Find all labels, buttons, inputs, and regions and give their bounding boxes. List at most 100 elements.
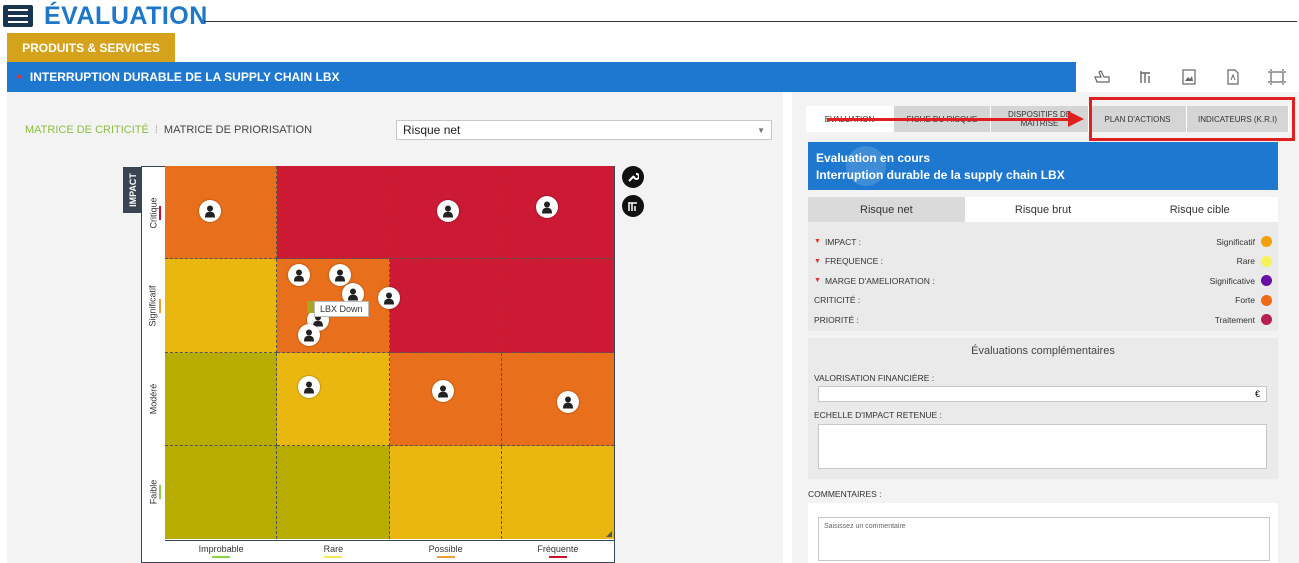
collapse-caret-icon[interactable]: ▼ [15, 72, 24, 82]
columns-icon[interactable] [1135, 66, 1157, 88]
echelle-impact-label: ECHELLE D'IMPACT RETENUE : [814, 410, 942, 420]
matrix-cell[interactable] [277, 352, 390, 446]
matrix-cell[interactable] [165, 259, 278, 353]
tooltip-marker [307, 301, 315, 313]
tab-matrice-criticite[interactable]: MATRICE DE CRITICITÉ [25, 124, 149, 136]
evaluation-status: Evaluation en cours [816, 151, 931, 165]
matrix-cell[interactable] [389, 259, 502, 353]
matrix-cell[interactable] [277, 166, 390, 260]
property-row-marge[interactable]: ▼ MARGE D'AMELIORATION : Significative [814, 271, 1272, 291]
matrix-tabs: MATRICE DE CRITICITÉ ⁞ MATRICE DE PRIORI… [25, 124, 312, 136]
y-level-color-mark [159, 484, 161, 499]
chevron-down-icon: ▼ [757, 125, 765, 135]
resize-icon[interactable] [1266, 66, 1288, 88]
resize-grip-icon[interactable] [606, 531, 612, 537]
subtab-risque-brut[interactable]: Risque brut [964, 197, 1122, 222]
y-label-significatif: Significatif [141, 259, 165, 352]
x-axis-labels: Improbable Rare Possible Fréquente [165, 540, 614, 562]
annotation-arrow-head [1068, 111, 1084, 127]
required-caret-icon: ▼ [814, 257, 821, 265]
hamburger-menu-button[interactable] [3, 5, 33, 27]
currency-symbol: € [1254, 389, 1260, 399]
menu-bar [8, 21, 28, 23]
section-title: INTERRUPTION DURABLE DE LA SUPPLY CHAIN … [29, 70, 340, 84]
comments-label: COMMENTAIRES : [808, 489, 882, 499]
y-axis-labels: Critique Significatif Modéré Faible [141, 166, 165, 539]
risk-user-icon[interactable] [298, 376, 320, 398]
tab-separator: ⁞ [154, 124, 158, 136]
header-watermark-circle [846, 146, 886, 186]
matrix-cell[interactable] [165, 352, 278, 446]
menu-bar [8, 9, 28, 11]
matrix-cell[interactable] [501, 445, 614, 539]
subtab-risque-net[interactable]: Risque net [808, 197, 965, 222]
matrix-cell[interactable] [389, 445, 502, 539]
risk-user-icon[interactable] [288, 264, 310, 286]
subtab-risque-cible[interactable]: Risque cible [1121, 197, 1279, 222]
tab-produits-services[interactable]: PRODUITS & SERVICES [7, 33, 175, 62]
risk-user-icon[interactable] [437, 200, 459, 222]
matrix-cell[interactable] [501, 259, 614, 353]
section-title-bar[interactable]: ▼ INTERRUPTION DURABLE DE LA SUPPLY CHAI… [7, 62, 1076, 92]
matrix-cell[interactable] [501, 166, 614, 260]
complementary-title: Évaluations complémentaires [971, 345, 1115, 357]
level-dot-icon [1261, 314, 1272, 326]
tab-plan-d-actions[interactable]: PLAN D'ACTIONS [1089, 106, 1187, 132]
evaluation-subtitle: Interruption durable de la supply chain … [816, 168, 1065, 182]
risk-user-icon[interactable] [432, 380, 454, 402]
y-level-color-mark [159, 391, 161, 406]
risk-user-icon[interactable] [199, 200, 221, 222]
impact-axis-label: IMPACT [123, 167, 142, 213]
property-row-frequence[interactable]: ▼ FREQUENCE : Rare [814, 252, 1272, 272]
y-label-critique: Critique [141, 166, 165, 259]
image-icon[interactable] [1178, 66, 1200, 88]
risk-user-icon[interactable] [298, 324, 320, 346]
y-level-color-mark [159, 298, 161, 313]
risk-type-select-value: Risque net [403, 123, 461, 137]
x-level-color-mark [548, 556, 567, 558]
required-caret-icon: ▼ [814, 238, 821, 246]
property-row-priorite: PRIORITÉ : Traitement [814, 310, 1272, 330]
x-label-rare: Rare [277, 541, 389, 562]
risk-type-select[interactable]: Risque net ▼ [396, 120, 772, 140]
complementary-evaluations: Évaluations complémentaires VALORISATION… [808, 338, 1278, 479]
menu-bar [8, 15, 28, 17]
annotation-arrow-shaft [827, 118, 1070, 121]
risk-tooltip: LBX Down [314, 301, 369, 317]
risk-user-icon[interactable] [378, 287, 400, 309]
columns-tool-icon[interactable] [622, 195, 644, 217]
property-row-criticite: CRITICITÉ : Forte [814, 291, 1272, 311]
y-label-faible: Faible [141, 445, 165, 538]
risk-user-icon[interactable] [329, 264, 351, 286]
toolbar [1080, 62, 1299, 92]
title-divider [204, 21, 1297, 22]
y-label-modere: Modéré [141, 352, 165, 445]
y-level-color-mark [159, 205, 161, 220]
level-dot-icon [1261, 236, 1272, 248]
comments-textarea[interactable]: Saisissez un commentaire [818, 517, 1270, 561]
property-row-impact[interactable]: ▼ IMPACT : Significatif [814, 232, 1272, 252]
echelle-impact-input[interactable] [818, 424, 1267, 469]
evaluation-status-header: Evaluation en cours Interruption durable… [808, 142, 1278, 190]
tab-indicateurs-kri[interactable]: INDICATEURS (K.R.I) [1187, 106, 1289, 132]
wrench-icon[interactable] [622, 166, 644, 188]
x-label-improbable: Improbable [165, 541, 277, 562]
valorisation-label: VALORISATION FINANCIÈRE : [814, 373, 935, 383]
risk-user-icon[interactable] [557, 391, 579, 413]
valorisation-financiere-input[interactable]: € [818, 386, 1267, 402]
x-label-possible: Possible [390, 541, 502, 562]
risk-user-icon[interactable] [536, 196, 558, 218]
tab-matrice-priorisation[interactable]: MATRICE DE PRIORISATION [163, 124, 313, 136]
matrix-cell[interactable] [277, 445, 390, 539]
pdf-icon[interactable] [1222, 66, 1244, 88]
matrix-cell[interactable] [165, 166, 278, 260]
risk-user-icon[interactable] [342, 283, 364, 305]
evaluation-properties: ▼ IMPACT : Significatif ▼ FREQUENCE : Rare… [808, 222, 1278, 331]
level-dot-icon [1261, 275, 1272, 287]
pointer-hand-icon[interactable] [1091, 66, 1113, 88]
matrix-cell[interactable] [165, 445, 278, 539]
annotation-highlight-box [1089, 97, 1295, 141]
risk-subtabs: Risque net Risque brut Risque cible [808, 197, 1279, 222]
x-level-color-mark [212, 556, 231, 558]
page-title: ÉVALUATION [44, 2, 208, 30]
